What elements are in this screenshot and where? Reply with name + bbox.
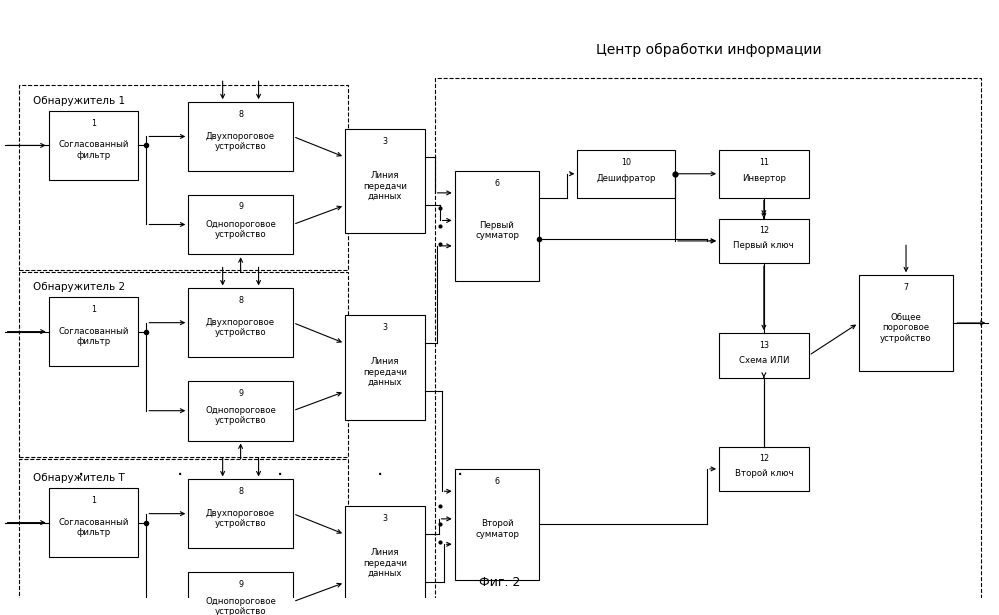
- Text: Второй ключ: Второй ключ: [734, 469, 793, 478]
- Text: 3: 3: [383, 323, 388, 332]
- Text: ·: ·: [77, 466, 84, 485]
- Text: Согласованный
фильтр: Согласованный фильтр: [58, 518, 129, 537]
- Text: Первый
сумматор: Первый сумматор: [475, 221, 519, 240]
- FancyBboxPatch shape: [719, 218, 809, 263]
- Text: 3: 3: [383, 137, 388, 146]
- FancyBboxPatch shape: [188, 195, 293, 255]
- Text: 1: 1: [91, 496, 96, 505]
- FancyBboxPatch shape: [858, 276, 953, 371]
- FancyBboxPatch shape: [188, 381, 293, 440]
- FancyBboxPatch shape: [345, 506, 425, 611]
- Text: Схема ИЛИ: Схема ИЛИ: [738, 355, 789, 365]
- Text: Линия
передачи
данных: Линия передачи данных: [363, 549, 407, 578]
- Text: ·: ·: [377, 466, 383, 485]
- Text: ·: ·: [177, 466, 184, 485]
- Text: Дешифратор: Дешифратор: [596, 174, 656, 183]
- Text: Линия
передачи
данных: Линия передачи данных: [363, 357, 407, 387]
- Text: Согласованный
фильтр: Согласованный фильтр: [58, 140, 129, 160]
- FancyBboxPatch shape: [345, 315, 425, 419]
- Text: 1: 1: [91, 305, 96, 314]
- Text: 8: 8: [238, 296, 243, 305]
- FancyBboxPatch shape: [188, 102, 293, 171]
- Text: Двухпороговое
устройство: Двухпороговое устройство: [206, 509, 275, 528]
- FancyBboxPatch shape: [455, 469, 539, 579]
- Text: 11: 11: [759, 157, 769, 167]
- Text: 6: 6: [495, 477, 500, 486]
- Text: Первый ключ: Первый ключ: [733, 241, 794, 250]
- Text: ·: ·: [277, 466, 283, 485]
- Text: Фиг. 2: Фиг. 2: [479, 576, 520, 589]
- Text: 13: 13: [759, 341, 769, 350]
- Text: Линия
передачи
данных: Линия передачи данных: [363, 171, 407, 201]
- Text: 12: 12: [759, 454, 769, 463]
- FancyBboxPatch shape: [577, 150, 675, 197]
- FancyBboxPatch shape: [49, 488, 139, 557]
- Text: Двухпороговое
устройство: Двухпороговое устройство: [206, 132, 275, 151]
- FancyBboxPatch shape: [455, 171, 539, 281]
- FancyBboxPatch shape: [719, 446, 809, 491]
- Text: 9: 9: [238, 202, 243, 212]
- Text: Двухпороговое
устройство: Двухпороговое устройство: [206, 318, 275, 337]
- Text: Центр обработки информации: Центр обработки информации: [596, 42, 822, 57]
- FancyBboxPatch shape: [188, 572, 293, 615]
- Text: 10: 10: [621, 157, 631, 167]
- Text: Обнаружитель 2: Обнаружитель 2: [33, 282, 125, 292]
- FancyBboxPatch shape: [719, 150, 809, 197]
- Text: Обнаружитель Т: Обнаружитель Т: [33, 474, 124, 483]
- FancyBboxPatch shape: [719, 333, 809, 378]
- Text: 9: 9: [238, 389, 243, 398]
- Text: Согласованный
фильтр: Согласованный фильтр: [58, 327, 129, 346]
- Text: Второй
сумматор: Второй сумматор: [475, 520, 519, 539]
- Text: ·: ·: [457, 466, 463, 485]
- Text: Обнаружитель 1: Обнаружитель 1: [33, 96, 125, 106]
- Text: 3: 3: [383, 514, 388, 523]
- Text: 12: 12: [759, 226, 769, 236]
- Text: Однопороговое
устройство: Однопороговое устройство: [205, 597, 276, 615]
- Text: 8: 8: [238, 110, 243, 119]
- Text: 9: 9: [238, 579, 243, 589]
- FancyBboxPatch shape: [49, 111, 139, 180]
- FancyBboxPatch shape: [49, 297, 139, 366]
- Text: Инвертор: Инвертор: [742, 174, 786, 183]
- FancyBboxPatch shape: [188, 479, 293, 548]
- Text: Однопороговое
устройство: Однопороговое устройство: [205, 220, 276, 239]
- FancyBboxPatch shape: [188, 288, 293, 357]
- Text: 6: 6: [495, 178, 500, 188]
- Text: 1: 1: [91, 119, 96, 128]
- FancyBboxPatch shape: [345, 129, 425, 234]
- Text: Общее
пороговое
устройство: Общее пороговое устройство: [880, 313, 932, 343]
- Text: 8: 8: [238, 487, 243, 496]
- Text: Однопороговое
устройство: Однопороговое устройство: [205, 406, 276, 425]
- Text: 7: 7: [903, 283, 908, 292]
